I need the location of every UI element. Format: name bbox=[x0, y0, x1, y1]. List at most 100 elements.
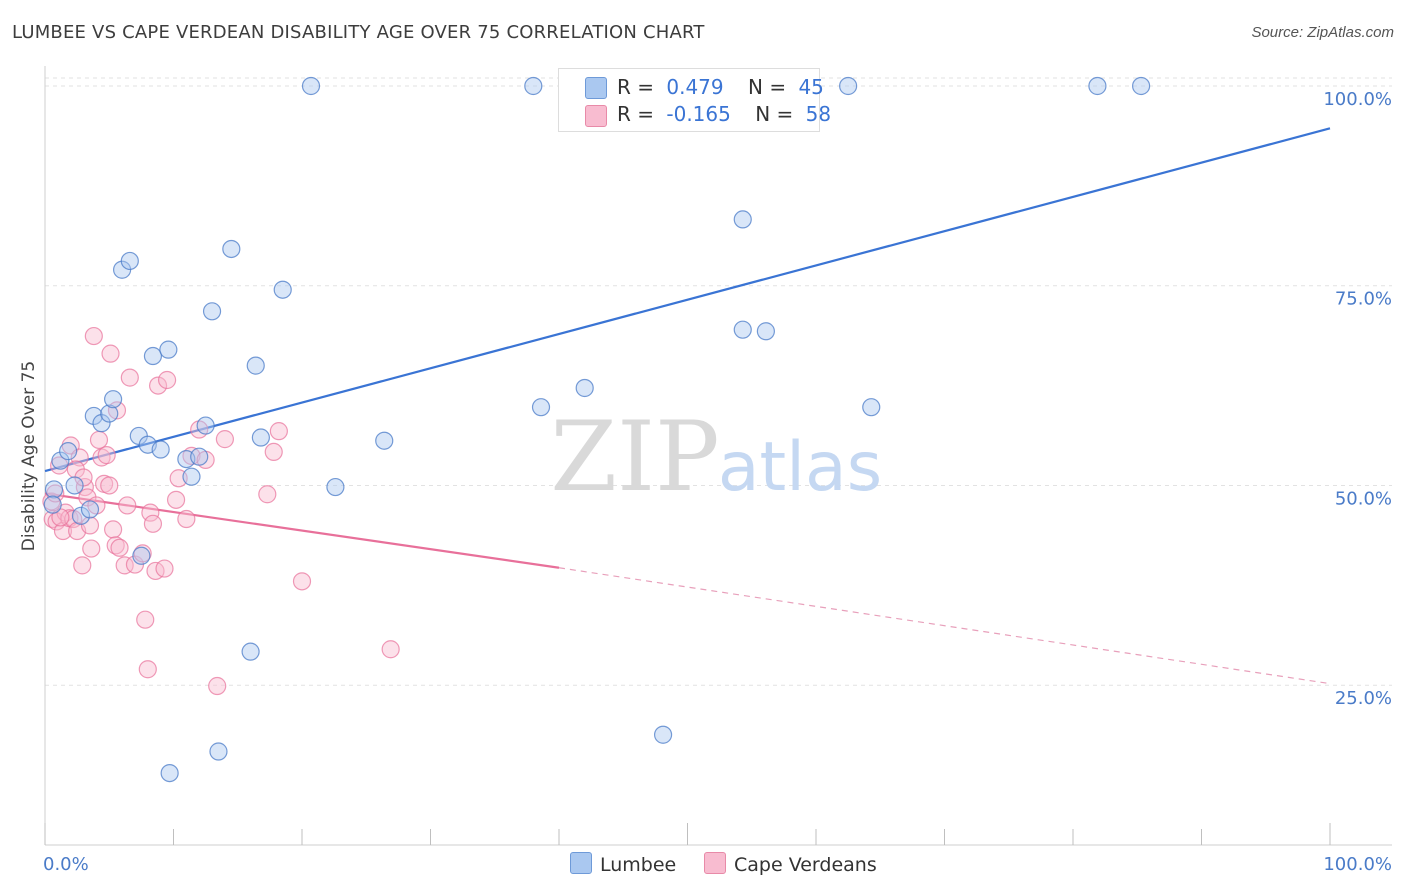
point-lumbee bbox=[1132, 76, 1151, 96]
y-tick-label: 25.0% bbox=[1335, 688, 1392, 709]
point-lumbee bbox=[839, 76, 858, 96]
bottom-legend-label-lumbee: Lumbee bbox=[600, 854, 677, 876]
point-cape-verdeans bbox=[82, 539, 101, 558]
point-cape-verdeans bbox=[143, 514, 163, 533]
legend-row-lumbee: R = 0.479 N = 45 bbox=[617, 75, 824, 99]
point-lumbee bbox=[524, 76, 543, 96]
point-lumbee bbox=[80, 500, 100, 519]
point-cape-verdeans bbox=[155, 559, 174, 578]
legend-n-value: 58 bbox=[805, 102, 832, 126]
point-lumbee bbox=[159, 340, 178, 359]
y-axis-label: Disability Age Over 75 bbox=[19, 361, 39, 551]
point-lumbee bbox=[202, 302, 222, 321]
legend-r-value: 0.479 bbox=[666, 75, 724, 99]
point-lumbee bbox=[43, 495, 62, 514]
trend-line-lumbee bbox=[44, 127, 1331, 473]
point-lumbee bbox=[190, 447, 209, 466]
legend-n-label: N = bbox=[755, 102, 794, 126]
legend-n-label: N = bbox=[748, 75, 787, 99]
bottom-legend-swatch-cape bbox=[704, 852, 726, 874]
point-lumbee bbox=[104, 390, 123, 409]
watermark-zip: ZIP bbox=[550, 401, 719, 513]
bottom-legend-lumbee: Lumbee bbox=[570, 852, 676, 876]
legend-n-value: 45 bbox=[798, 75, 824, 99]
point-lumbee bbox=[531, 398, 551, 417]
legend-r-label: R = bbox=[617, 102, 655, 126]
point-cape-verdeans bbox=[269, 422, 288, 441]
axes bbox=[44, 66, 1392, 846]
point-lumbee bbox=[575, 378, 594, 398]
point-lumbee bbox=[246, 356, 265, 375]
point-cape-verdeans bbox=[100, 476, 119, 495]
bottom-legend-cape: Cape Verdeans bbox=[704, 852, 877, 876]
x-tick-label: 100.0% bbox=[1323, 854, 1392, 875]
source-label: Source: ZipAtlas.com bbox=[1251, 24, 1394, 41]
point-cape-verdeans bbox=[264, 442, 283, 462]
point-cape-verdeans bbox=[110, 538, 129, 557]
x-tick-label: 0.0% bbox=[43, 854, 89, 875]
point-lumbee bbox=[733, 320, 752, 339]
point-lumbee bbox=[301, 76, 321, 96]
trend-line-cape-extension bbox=[558, 567, 1331, 685]
point-cape-verdeans bbox=[118, 496, 137, 515]
point-lumbee bbox=[326, 477, 345, 497]
point-cape-verdeans bbox=[138, 660, 157, 679]
point-cape-verdeans bbox=[97, 446, 116, 465]
chart-title: LUMBEE VS CAPE VERDEAN DISABILITY AGE OV… bbox=[12, 22, 705, 43]
legend-swatch-lumbee bbox=[585, 77, 607, 99]
point-cape-verdeans bbox=[208, 676, 227, 696]
point-cape-verdeans bbox=[84, 326, 103, 346]
point-cape-verdeans bbox=[120, 368, 139, 387]
point-cape-verdeans bbox=[215, 430, 234, 449]
point-lumbee bbox=[120, 251, 139, 271]
point-lumbee bbox=[196, 416, 215, 435]
point-lumbee bbox=[151, 440, 170, 459]
point-lumbee bbox=[51, 451, 70, 470]
trend-lines bbox=[44, 127, 1331, 685]
point-lumbee bbox=[59, 442, 78, 461]
trend-line-cape bbox=[44, 492, 560, 569]
point-lumbee bbox=[756, 322, 775, 341]
point-lumbee bbox=[143, 346, 163, 366]
data-points bbox=[42, 76, 1151, 783]
point-lumbee bbox=[160, 763, 179, 783]
point-cape-verdeans bbox=[157, 370, 177, 390]
point-lumbee bbox=[44, 480, 64, 499]
point-cape-verdeans bbox=[70, 448, 89, 467]
point-lumbee bbox=[241, 642, 260, 661]
point-cape-verdeans bbox=[148, 376, 168, 395]
legend: R = 0.479 N = 45 R = -0.165 N = 58 bbox=[558, 68, 831, 132]
point-lumbee bbox=[862, 398, 881, 417]
point-lumbee bbox=[653, 725, 673, 744]
point-cape-verdeans bbox=[104, 520, 123, 539]
point-lumbee bbox=[375, 431, 394, 450]
legend-r-value: -0.165 bbox=[666, 102, 731, 126]
point-lumbee bbox=[100, 404, 119, 423]
point-lumbee bbox=[71, 506, 91, 525]
point-lumbee bbox=[1088, 76, 1107, 96]
point-cape-verdeans bbox=[381, 640, 400, 659]
point-cape-verdeans bbox=[166, 490, 186, 509]
y-tick-label: 50.0% bbox=[1335, 488, 1392, 509]
bottom-legend-swatch-lumbee bbox=[570, 852, 592, 874]
legend-r-label: R = bbox=[617, 75, 655, 99]
bottom-legend-label-cape: Cape Verdeans bbox=[734, 854, 877, 876]
point-cape-verdeans bbox=[73, 556, 92, 575]
point-cape-verdeans bbox=[182, 446, 201, 466]
point-cape-verdeans bbox=[136, 610, 155, 629]
point-cape-verdeans bbox=[89, 430, 109, 450]
point-lumbee bbox=[222, 239, 241, 259]
y-tick-label: 100.0% bbox=[1323, 89, 1392, 110]
point-cape-verdeans bbox=[141, 503, 160, 522]
point-cape-verdeans bbox=[292, 572, 312, 591]
point-cape-verdeans bbox=[258, 485, 277, 504]
legend-swatch-cape bbox=[585, 105, 607, 127]
tick-labels: 25.0% 50.0% 75.0% 100.0% 0.0% 100.0% bbox=[43, 89, 1392, 875]
point-lumbee bbox=[182, 467, 201, 486]
legend-row-cape: R = -0.165 N = 58 bbox=[617, 102, 831, 126]
point-cape-verdeans bbox=[101, 344, 120, 363]
point-lumbee bbox=[65, 476, 84, 495]
point-cape-verdeans bbox=[115, 556, 134, 575]
point-lumbee bbox=[209, 742, 228, 761]
point-lumbee bbox=[251, 428, 270, 447]
